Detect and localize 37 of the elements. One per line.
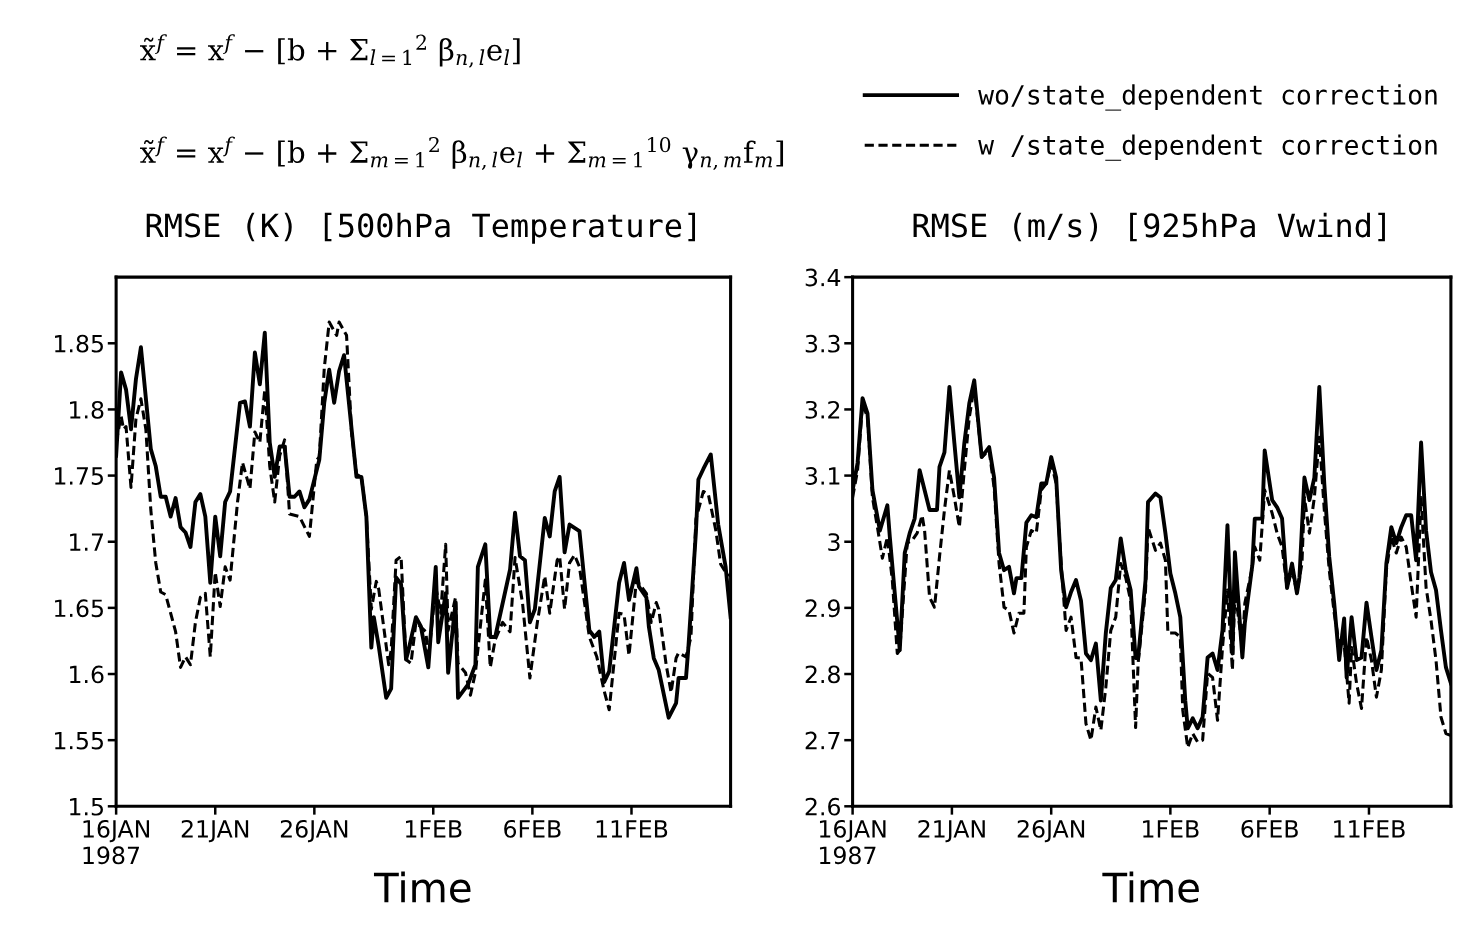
y-tick-label: 2.7: [805, 731, 840, 750]
x-tick-label: 1FEB: [406, 820, 462, 838]
y-tick-label: 1.7: [70, 533, 103, 551]
y-tick-label: 2.8: [805, 665, 840, 684]
x-tick-label: 11FEB: [1334, 820, 1405, 838]
x-tick-label: 26JAN: [280, 819, 348, 843]
x-tick-label: 11FEB: [596, 820, 668, 838]
x-tick-label: 6FEB: [504, 819, 561, 838]
y-tick-label: 1.55: [55, 731, 103, 750]
text: x̃$^{f}$ = x$^{f}$ − [b + Σ$_{l=1}$$^{2}$ β$_{n,l}$e$_{l}$]: [140, 34, 520, 68]
x-tick-label: 1FEB: [1143, 820, 1199, 838]
y-tick-label: 3.2: [805, 400, 840, 419]
y-tick-label: 1.65: [55, 599, 103, 618]
chart-title: RMSE (m/s) [925hPa Vwind]: [913, 212, 1385, 242]
x-tick-label: 16JAN 1987: [819, 819, 886, 865]
x-tick-label: 21JAN: [181, 819, 249, 843]
y-tick-label: 2.6: [805, 797, 840, 816]
legend-label: wo/state_dependent correction: [978, 84, 1437, 111]
x-tick-label: 26JAN: [1017, 819, 1085, 843]
chart-title: RMSE (K) [500hPa Temperature]: [146, 212, 696, 244]
x-axis-title: Time: [373, 871, 471, 903]
y-tick-label: 3: [828, 533, 840, 552]
x-axis-title: Time: [1102, 871, 1199, 903]
x-tick-label: 6FEB: [1241, 819, 1298, 838]
y-tick-label: 2.9: [805, 599, 840, 618]
x-tick-label: 16JAN 1987: [83, 819, 150, 865]
y-tick-label: 3.1: [805, 467, 840, 485]
x-tick-label: 21JAN: [918, 819, 985, 843]
legend-label: w /state_dependent correction: [978, 134, 1437, 161]
y-tick-label: 3.4: [805, 268, 841, 287]
y-tick-label: 1.5: [70, 798, 103, 816]
y-tick-label: 1.75: [55, 467, 103, 485]
y-tick-label: 1.6: [70, 665, 104, 684]
text: x̃$^{f}$ = x$^{f}$ − [b + Σ$_{m=1}$$^{2}$ β$_{n,l}$e$_{l}$ + Σ$_{m=1}$$^{10}$ γ$_{n,m}$f$_{m}$]: [140, 136, 784, 170]
y-tick-label: 3.3: [805, 334, 840, 353]
y-tick-label: 1.85: [55, 334, 103, 353]
y-tick-label: 1.8: [70, 400, 104, 419]
